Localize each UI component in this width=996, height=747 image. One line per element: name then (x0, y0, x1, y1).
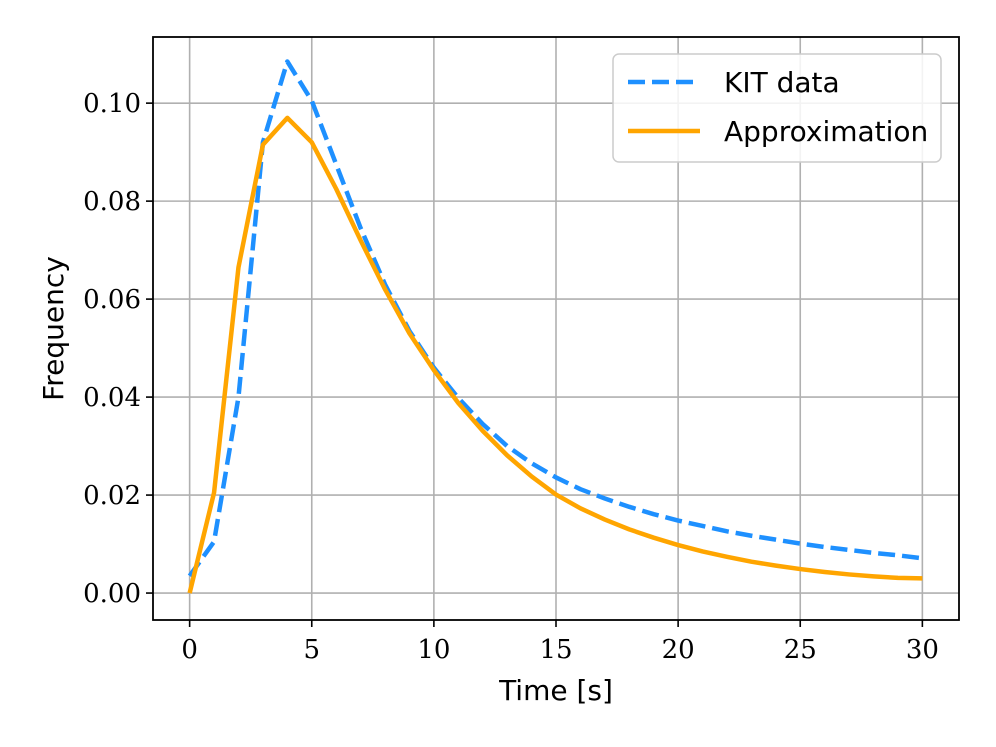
series-layer (187, 59, 923, 594)
x-tick-label: 20 (662, 635, 695, 665)
x-tick-label: 0 (181, 635, 198, 665)
y-axis-title: Frequency (37, 256, 70, 401)
approximation-line (187, 115, 923, 594)
y-tick-label: 0.10 (83, 89, 141, 119)
y-tick-label: 0.00 (83, 579, 141, 609)
x-tick-label: 5 (303, 635, 320, 665)
legend: KIT data Approximation (612, 53, 942, 163)
kit-data-line (187, 59, 923, 578)
x-axis-title: Time [s] (498, 674, 613, 707)
y-tick-label: 0.04 (83, 383, 141, 413)
plot-frame (152, 36, 960, 621)
legend-box (612, 53, 942, 163)
y-tick-label: 0.06 (83, 285, 141, 315)
y-tick-label: 0.02 (83, 481, 141, 511)
ticks: 0 5 10 15 20 25 30 0.00 0.02 0.04 0.06 0.08 0.10 (83, 89, 939, 665)
y-tick-label: 0.08 (83, 187, 141, 217)
x-tick-label: 15 (539, 635, 572, 665)
legend-approximation-label: Approximation (724, 115, 928, 148)
x-tick-label: 30 (906, 635, 939, 665)
x-tick-label: 10 (417, 635, 450, 665)
legend-kit-data-label: KIT data (724, 66, 840, 99)
grid (153, 37, 959, 620)
x-tick-label: 25 (784, 635, 817, 665)
